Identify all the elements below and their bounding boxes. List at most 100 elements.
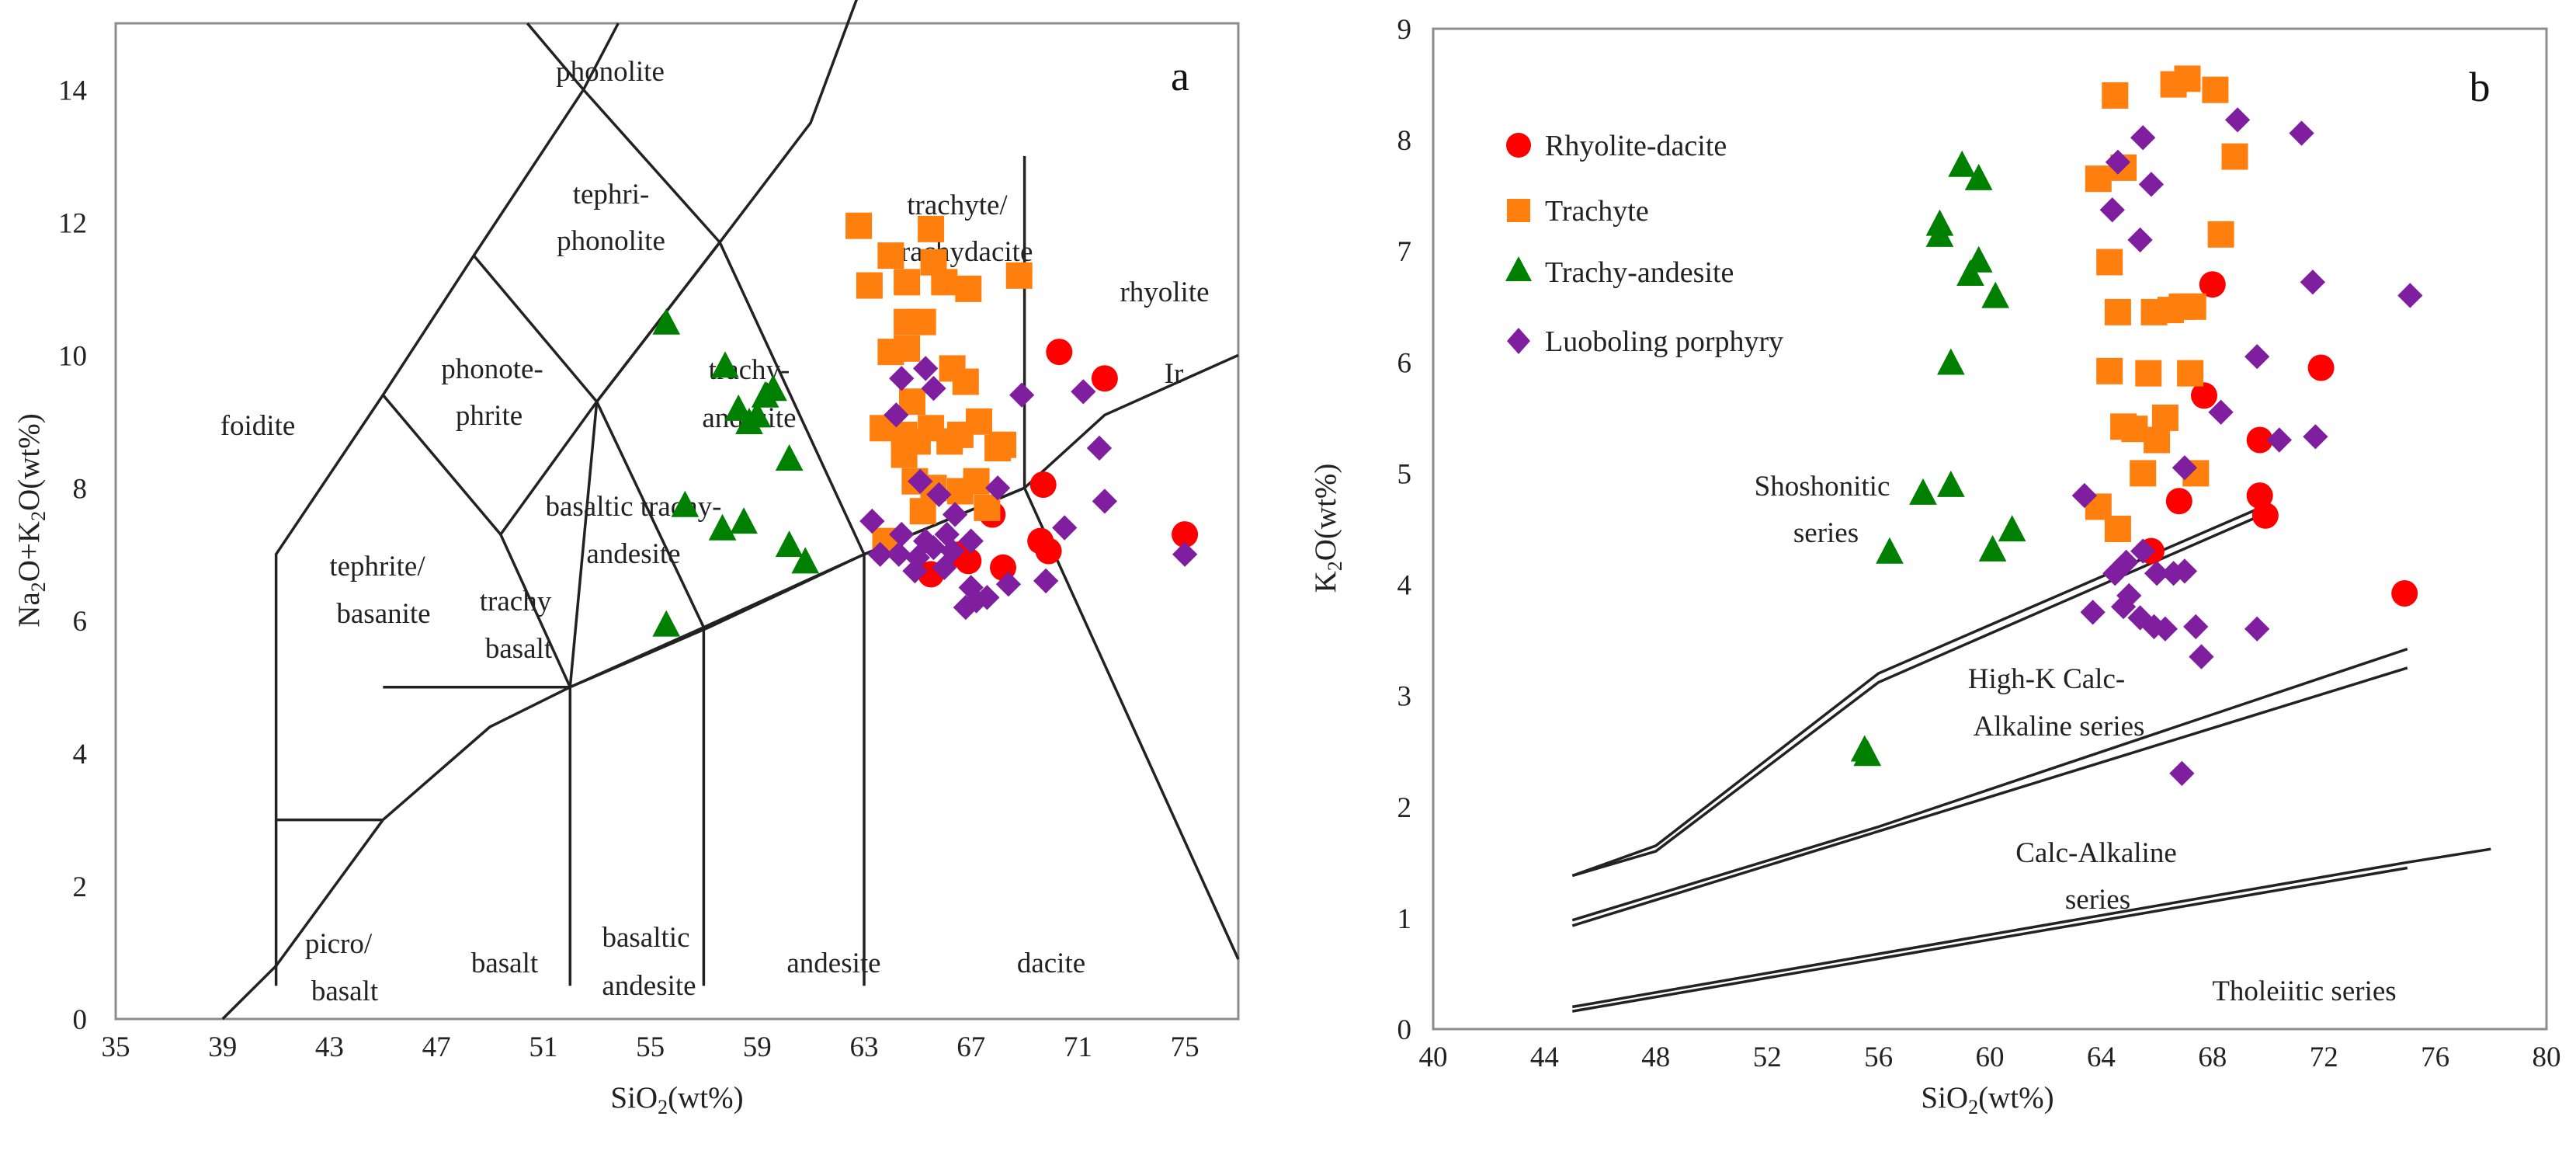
boundary-line-9	[499, 401, 599, 536]
boundary-line-14	[718, 242, 866, 555]
point-luoboling-porphyry	[859, 508, 885, 534]
point-luoboling-porphyry	[2397, 283, 2423, 308]
point-luoboling-porphyry	[904, 544, 930, 571]
field-label-basaltic-trachyandesite-2: andesite	[586, 538, 680, 570]
point-trachyte	[845, 212, 873, 239]
boundary-line-1	[221, 353, 1239, 1021]
x-tick-label-60: 60	[1976, 1042, 2005, 1073]
y-tick-label-4: 4	[73, 739, 88, 770]
x-tick-label-51: 51	[529, 1031, 557, 1063]
boundary-line-4	[1571, 666, 2408, 927]
series-label-highk-2: Alkaline series	[1974, 711, 2145, 742]
legend-marker-trachy-andesite	[1505, 256, 1532, 281]
series-luoboling-porphyry	[2071, 107, 2423, 786]
point-luoboling-porphyry	[2152, 616, 2178, 642]
panel-b-y-axis-label: K2O(wt%)	[1309, 464, 1346, 593]
y-tick-label-2: 2	[73, 871, 88, 903]
point-trachy-andesite	[671, 490, 700, 517]
point-trachy-andesite	[1909, 478, 1937, 505]
x-tick-label-39: 39	[208, 1031, 237, 1063]
series-trachyte	[2085, 65, 2248, 542]
x-tick-label-75: 75	[1171, 1031, 1199, 1063]
point-trachyte	[2144, 426, 2171, 454]
point-trachyte	[2121, 416, 2148, 443]
point-trachyte	[963, 468, 990, 495]
point-rhyolite-dacite	[1029, 471, 1057, 498]
boundary-line-1	[1571, 503, 2269, 878]
point-luoboling-porphyry	[926, 482, 952, 507]
y-tick-label-12: 12	[58, 207, 87, 239]
series-trachyte	[845, 212, 1033, 555]
point-trachy-andesite	[652, 610, 681, 637]
panel-b-x-axis-label: SiO2(wt%)	[1921, 1081, 2054, 1118]
point-trachy-andesite	[711, 351, 739, 378]
point-luoboling-porphyry	[1071, 379, 1096, 405]
point-luoboling-porphyry	[2172, 455, 2198, 481]
y-tick-label-2: 2	[1397, 792, 1412, 824]
panel-a-field-labels: phonolite tephri- phonolite phonote- phr…	[220, 56, 1210, 1007]
point-trachyte	[955, 275, 982, 302]
legend-marker-rhyolite-dacite	[1506, 133, 1531, 158]
point-luoboling-porphyry	[1033, 568, 1059, 594]
point-rhyolite-dacite	[955, 548, 982, 575]
point-luoboling-porphyry	[2105, 149, 2131, 175]
point-luoboling-porphyry	[942, 502, 968, 527]
boundary-line-15	[863, 486, 1026, 986]
point-trachyte	[909, 308, 936, 336]
boundary-line-11	[595, 241, 721, 403]
legend-label-luoboling-porphyry: Luoboling porphyry	[1545, 325, 1783, 358]
point-rhyolite-dacite	[2246, 426, 2273, 454]
field-label-picrobasalt-2: basalt	[311, 975, 379, 1007]
series-trachy-andesite	[1850, 150, 2026, 767]
point-trachyte	[990, 431, 1016, 458]
point-luoboling-porphyry	[2244, 344, 2270, 370]
point-trachyte	[2179, 293, 2206, 320]
boundary-line-2	[274, 23, 620, 986]
panel-b-series-boundaries	[1571, 503, 2491, 1013]
point-luoboling-porphyry	[2113, 549, 2139, 576]
point-trachyte	[2130, 460, 2157, 487]
point-rhyolite-dacite	[2165, 488, 2192, 515]
point-luoboling-porphyry	[2189, 644, 2214, 669]
x-tick-label-80: 80	[2533, 1042, 2561, 1073]
point-luoboling-porphyry	[2127, 227, 2153, 253]
panel-b-data-points	[1850, 65, 2423, 786]
point-trachyte	[2174, 65, 2201, 92]
x-tick-label-63: 63	[850, 1031, 879, 1063]
point-trachyte	[890, 441, 918, 468]
point-luoboling-porphyry	[995, 572, 1022, 597]
field-label-phonotephrite-1: phonote-	[441, 353, 543, 385]
point-rhyolite-dacite	[2191, 382, 2217, 409]
panel-a-field-boundaries	[221, 0, 1240, 1021]
series-label-shoshonitic-2: series	[1793, 517, 1859, 549]
point-trachyte	[2151, 404, 2178, 431]
point-luoboling-porphyry	[985, 475, 1011, 501]
point-trachyte	[856, 272, 883, 299]
point-trachyte	[2177, 360, 2204, 387]
panel-b-x-ticks: 40 44 48 52 56 60 64 68 72 76 80	[1419, 1042, 2561, 1073]
point-trachy-andesite	[775, 530, 804, 558]
point-rhyolite-dacite	[1091, 365, 1118, 392]
field-label-tephriphonolite-2: phonolite	[557, 225, 665, 257]
point-rhyolite-dacite	[1046, 339, 1073, 366]
series-label-shoshonitic-1: Shoshonitic	[1755, 471, 1890, 503]
point-luoboling-porphyry	[1092, 489, 1117, 514]
panel-a-y-axis-label: Na2O+K2O(wt%)	[12, 413, 50, 627]
field-label-ir: Ir	[1165, 358, 1184, 390]
point-luoboling-porphyry	[884, 402, 909, 428]
point-trachy-andesite	[1948, 150, 1976, 177]
point-luoboling-porphyry	[889, 366, 915, 391]
boundary-line-5	[1572, 847, 2491, 1009]
point-trachy-andesite	[724, 394, 752, 421]
series-trachy-andesite	[652, 308, 820, 637]
panel-b-plot-frame	[1432, 27, 2548, 1031]
series-label-calc-1: Calc-Alkaline	[2015, 837, 2177, 869]
boundary-line-12	[472, 254, 705, 628]
point-trachyte	[894, 269, 921, 296]
point-trachyte	[974, 494, 1001, 521]
point-luoboling-porphyry	[908, 468, 933, 494]
panel-a-y-ticks: 0 2 4 6 8 10 12 14	[58, 75, 87, 1037]
point-trachy-andesite	[1937, 348, 1965, 375]
point-trachyte	[1005, 262, 1033, 289]
x-tick-label-76: 76	[2421, 1042, 2449, 1073]
